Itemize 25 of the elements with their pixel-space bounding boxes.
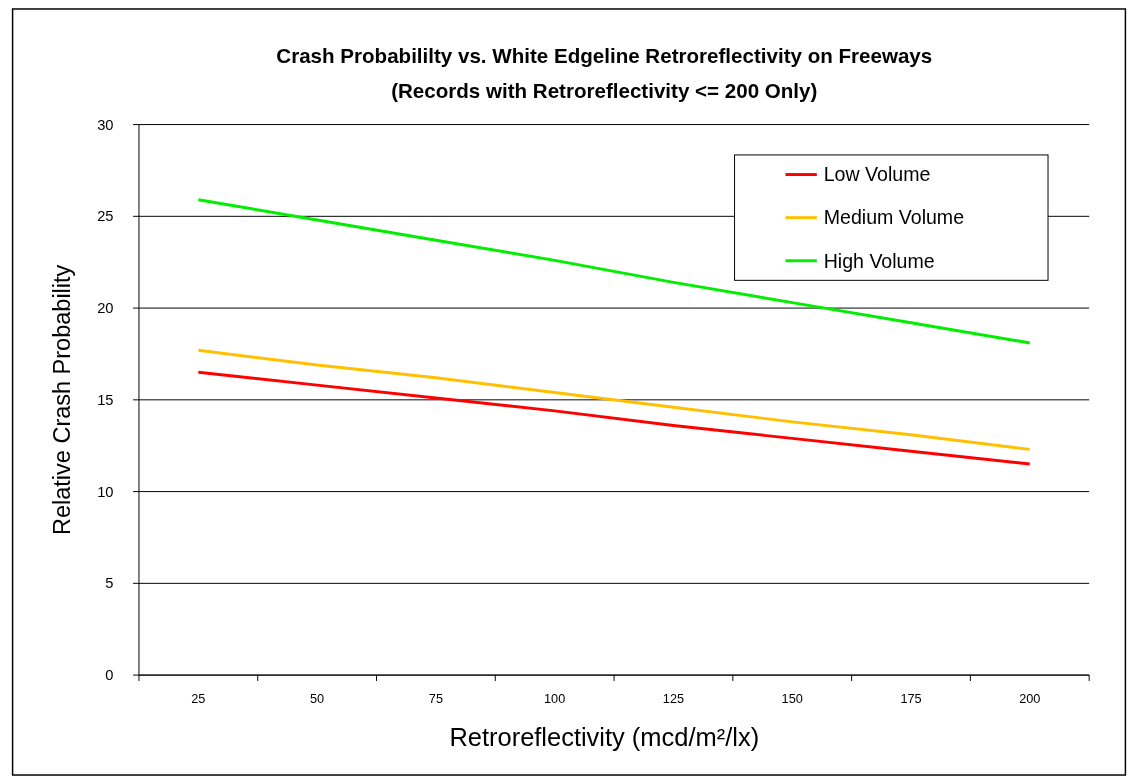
y-tick-label: 25	[97, 208, 114, 225]
y-tick-label: 10	[97, 483, 114, 500]
x-tick-label: 150	[781, 690, 803, 706]
y-axis-title: Relative Crash Probability	[49, 264, 76, 536]
legend-label: Medium Volume	[823, 206, 965, 229]
chart-subtitle: (Records with Retroreflectivity <= 200 Only)	[391, 79, 818, 103]
y-tick-label: 0	[105, 667, 114, 684]
line-series	[196, 198, 1032, 345]
x-tick-label: 25	[191, 690, 206, 706]
x-tick-label: 125	[662, 690, 685, 706]
x-tick-label: 175	[900, 690, 922, 706]
x-tick-label: 75	[428, 690, 443, 706]
legend-label: High Volume	[823, 249, 935, 272]
y-tick-label: 5	[105, 575, 114, 592]
line-series	[196, 370, 1032, 466]
x-axis-title: Retroreflectivity (mcd/m²/lx)	[449, 722, 760, 751]
chart-title: Crash Probabililty vs. White Edgeline Retroreflectivity on Freeways	[276, 43, 933, 67]
x-tick-label: 100	[544, 690, 566, 706]
y-tick-label: 15	[97, 391, 114, 408]
line-series	[196, 348, 1032, 451]
legend-label: Low Volume	[823, 163, 931, 186]
x-tick-label: 50	[310, 690, 325, 706]
x-tick-label: 200	[1019, 690, 1041, 706]
y-tick-label: 30	[97, 116, 114, 133]
y-tick-label: 20	[97, 300, 114, 317]
